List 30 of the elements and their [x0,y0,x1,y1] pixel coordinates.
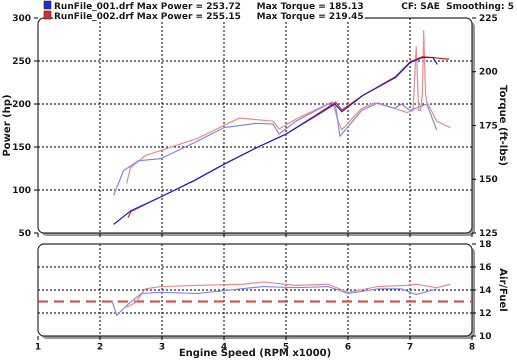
y-tick-label: 300 [12,14,31,24]
legend-label: RunFile_001.drf Max Power = 253.72 Max Torque = 185.13 [54,2,364,12]
y-tick-label: 50 [18,228,31,239]
y-tick-label: 14 [479,286,492,296]
y-tick-label: 12 [479,308,492,319]
line-series [111,286,438,316]
y2-tick-label: 225 [479,14,498,24]
y-tick-label: 10 [479,332,492,342]
y-axis-title: Air/Fuel [497,268,508,312]
y-tick-label: 200 [12,100,31,110]
y-axis-title: Power (hp) [2,94,13,157]
x-tick-label: 6 [344,342,352,352]
line-series [126,30,451,184]
y-tick-label: 100 [12,186,31,196]
x-tick-label: 2 [96,342,104,352]
text: CF: SAE Smoothing: 5 [401,2,514,12]
y-tick-label: 18 [479,240,492,250]
y-tick-label: 150 [12,142,31,153]
x-tick-label: 1 [34,342,42,352]
x-tick-label: 3 [158,342,166,352]
line-series [126,281,451,308]
x-tick-label: 7 [406,342,414,352]
y2-axis-title: Torque (ft-lbs) [497,85,508,166]
x-tick-label: 8 [468,342,476,352]
y2-tick-label: 125 [479,228,498,239]
y2-tick-label: 175 [479,121,498,132]
legend-label: RunFile_002.drf Max Power = 255.15 Max Torque = 219.45 [54,12,364,22]
y-tick-label: 250 [12,56,31,67]
line-series [113,102,438,196]
y-tick-label: 16 [479,262,492,273]
